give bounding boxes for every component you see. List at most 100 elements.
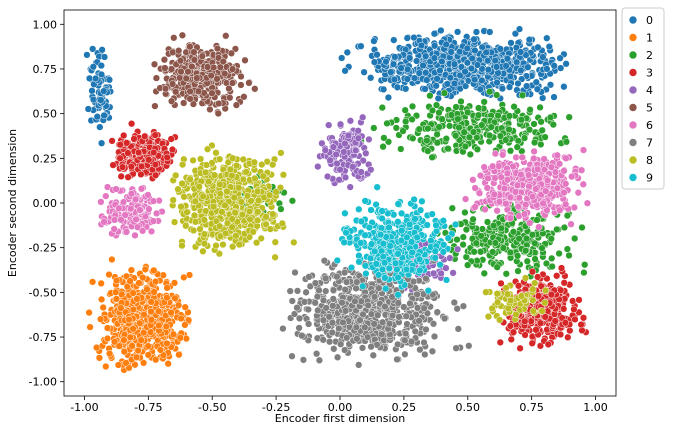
data-point	[428, 153, 436, 161]
data-point	[130, 135, 138, 143]
data-point	[413, 304, 422, 312]
data-point	[486, 28, 494, 36]
data-point	[513, 143, 521, 151]
data-point	[295, 314, 304, 323]
data-point	[222, 32, 230, 40]
data-point	[290, 238, 298, 247]
data-point	[239, 155, 247, 164]
data-point	[300, 298, 309, 306]
data-point	[384, 93, 393, 102]
data-point	[461, 68, 469, 76]
data-point	[511, 30, 520, 38]
data-point	[83, 51, 91, 59]
data-point	[482, 48, 490, 57]
data-point	[189, 226, 198, 235]
data-point	[409, 134, 417, 143]
data-point	[339, 318, 347, 327]
data-point	[195, 183, 203, 191]
data-point	[322, 287, 330, 295]
data-point	[524, 63, 532, 71]
data-point	[325, 121, 333, 129]
data-point	[118, 163, 127, 171]
data-point	[571, 234, 579, 243]
data-point	[129, 325, 137, 333]
data-point	[548, 262, 556, 271]
data-point	[539, 53, 547, 61]
data-point	[470, 248, 478, 256]
data-point	[337, 340, 345, 348]
data-point	[521, 331, 529, 339]
data-point	[506, 248, 515, 257]
data-point	[547, 163, 556, 171]
data-point	[134, 148, 143, 157]
data-point	[463, 59, 472, 67]
data-point	[181, 303, 189, 311]
data-point	[252, 239, 261, 247]
data-point	[480, 269, 488, 278]
data-point	[167, 65, 176, 73]
data-point	[150, 148, 158, 157]
data-point	[493, 91, 501, 99]
data-point	[547, 290, 556, 299]
data-point	[374, 311, 382, 319]
data-point	[424, 147, 432, 155]
data-point	[293, 304, 301, 312]
data-point	[314, 162, 322, 171]
data-point	[562, 154, 570, 162]
data-point	[428, 347, 437, 355]
data-point	[170, 279, 179, 287]
data-point	[321, 146, 329, 154]
data-point	[198, 52, 206, 60]
data-point	[538, 244, 546, 252]
data-point	[115, 342, 123, 350]
data-point	[221, 69, 229, 78]
data-point	[534, 273, 542, 281]
data-point	[493, 207, 501, 215]
data-point	[514, 137, 522, 145]
data-point	[485, 131, 494, 140]
data-point	[329, 295, 337, 303]
data-point	[352, 323, 360, 331]
data-point	[137, 185, 146, 193]
data-point	[329, 143, 338, 151]
data-point	[175, 351, 183, 359]
data-point	[484, 312, 493, 321]
data-point	[411, 327, 419, 336]
data-point	[445, 122, 454, 130]
data-point	[180, 193, 188, 201]
data-point	[521, 247, 530, 255]
data-point	[133, 223, 142, 231]
data-point	[379, 143, 387, 151]
data-point	[112, 288, 120, 296]
data-point	[560, 305, 568, 313]
data-point	[430, 332, 439, 341]
data-point	[200, 239, 209, 248]
data-point	[461, 142, 470, 151]
data-point	[311, 299, 319, 307]
data-point	[511, 188, 520, 196]
data-point	[464, 108, 472, 117]
data-point	[186, 95, 194, 103]
data-point	[176, 334, 184, 342]
data-point	[578, 223, 586, 232]
data-point	[556, 206, 564, 214]
data-point	[167, 135, 175, 143]
data-point	[533, 216, 541, 224]
data-point	[338, 54, 346, 62]
data-point	[504, 304, 513, 313]
data-point	[378, 318, 387, 326]
data-point	[541, 299, 549, 307]
data-point	[469, 176, 477, 184]
data-point	[408, 115, 416, 124]
data-point	[502, 270, 510, 278]
data-point	[102, 362, 110, 371]
data-point	[178, 179, 186, 188]
data-point	[369, 351, 377, 359]
data-point	[440, 89, 449, 97]
data-point	[506, 322, 514, 330]
data-point	[433, 308, 441, 316]
data-point	[365, 135, 373, 144]
data-point	[494, 111, 502, 120]
data-point	[515, 25, 524, 33]
data-point	[373, 51, 381, 59]
